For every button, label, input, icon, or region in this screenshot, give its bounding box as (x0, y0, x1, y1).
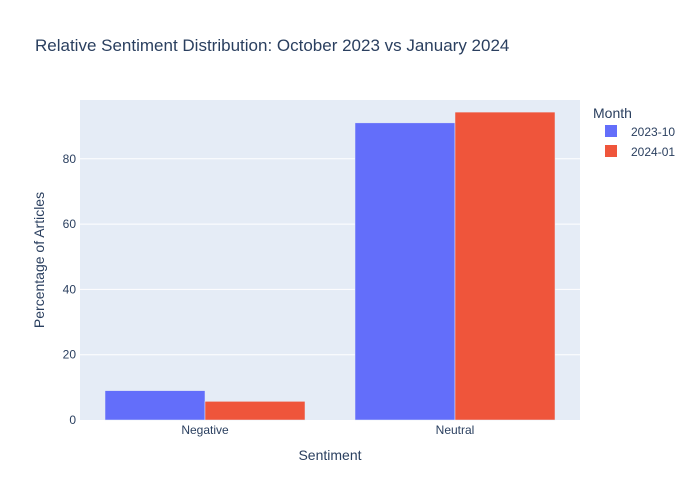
x-tick-label: Negative (181, 423, 229, 437)
y-tick-label: 60 (63, 217, 77, 231)
bar-2024-01-neutral[interactable] (454, 111, 556, 421)
y-tick-label: 80 (63, 152, 77, 166)
x-axis-ticks: Negative Neutral (181, 423, 474, 437)
legend-title: Month (593, 105, 632, 121)
y-tick-label: 20 (63, 348, 77, 362)
bar-2024-01-negative[interactable] (204, 401, 306, 421)
legend: Month 2023-10 2024-01 (593, 105, 675, 159)
x-axis-title: Sentiment (298, 447, 361, 463)
bars (104, 111, 556, 421)
chart-title: Relative Sentiment Distribution: October… (35, 36, 509, 55)
y-axis-title: Percentage of Articles (31, 192, 47, 328)
y-axis-ticks: 0 20 40 60 80 (63, 152, 77, 427)
y-tick-label: 40 (63, 282, 77, 296)
y-tick-label: 0 (69, 413, 76, 427)
legend-label[interactable]: 2023-10 (631, 125, 675, 139)
bar-2023-10-neutral[interactable] (354, 122, 456, 421)
legend-label[interactable]: 2024-01 (631, 145, 675, 159)
legend-swatch[interactable] (605, 145, 617, 157)
x-tick-label: Neutral (436, 423, 475, 437)
bar-2023-10-negative[interactable] (104, 390, 206, 421)
legend-swatch[interactable] (605, 125, 617, 137)
